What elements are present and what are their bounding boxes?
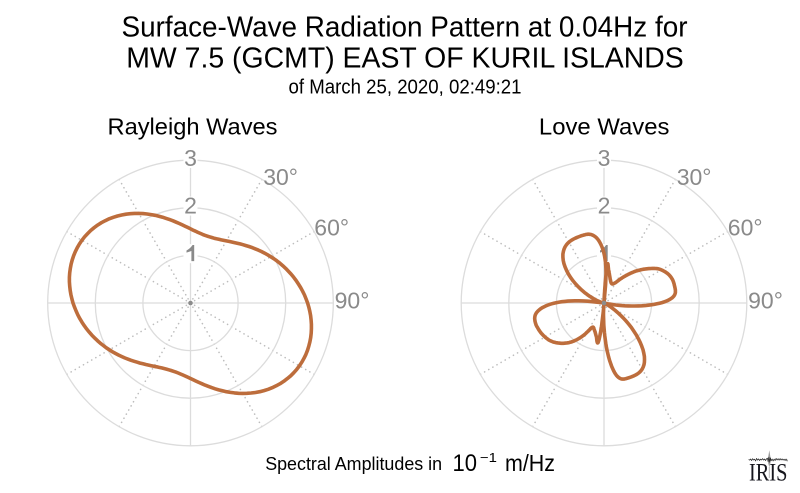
svg-text:MW 7.5 (GCMT) EAST OF KURIL IS: MW 7.5 (GCMT) EAST OF KURIL ISLANDS — [126, 43, 684, 75]
svg-text:Rayleigh Waves: Rayleigh Waves — [108, 114, 278, 140]
svg-text:30°: 30° — [677, 164, 712, 190]
svg-text:10: 10 — [453, 450, 478, 477]
svg-text:60°: 60° — [728, 215, 763, 241]
svg-text:m/Hz: m/Hz — [505, 450, 555, 476]
svg-text:60°: 60° — [314, 215, 349, 241]
svg-text:90°: 90° — [748, 288, 783, 314]
svg-text:Surface-Wave Radiation Pattern: Surface-Wave Radiation Pattern at 0.04Hz… — [122, 12, 688, 44]
svg-text:3: 3 — [598, 145, 611, 171]
svg-text:2: 2 — [598, 193, 611, 219]
svg-text:30°: 30° — [263, 164, 298, 190]
svg-text:IRIS: IRIS — [749, 458, 788, 487]
svg-text:3: 3 — [184, 145, 197, 171]
svg-text:Spectral Amplitudes in: Spectral Amplitudes in — [265, 453, 442, 474]
svg-text:−1: −1 — [480, 450, 497, 465]
svg-text:2: 2 — [184, 193, 197, 219]
svg-text:Love Waves: Love Waves — [539, 114, 670, 140]
svg-text:of March 25, 2020, 02:49:21: of March 25, 2020, 02:49:21 — [289, 75, 522, 98]
svg-text:90°: 90° — [335, 288, 370, 314]
